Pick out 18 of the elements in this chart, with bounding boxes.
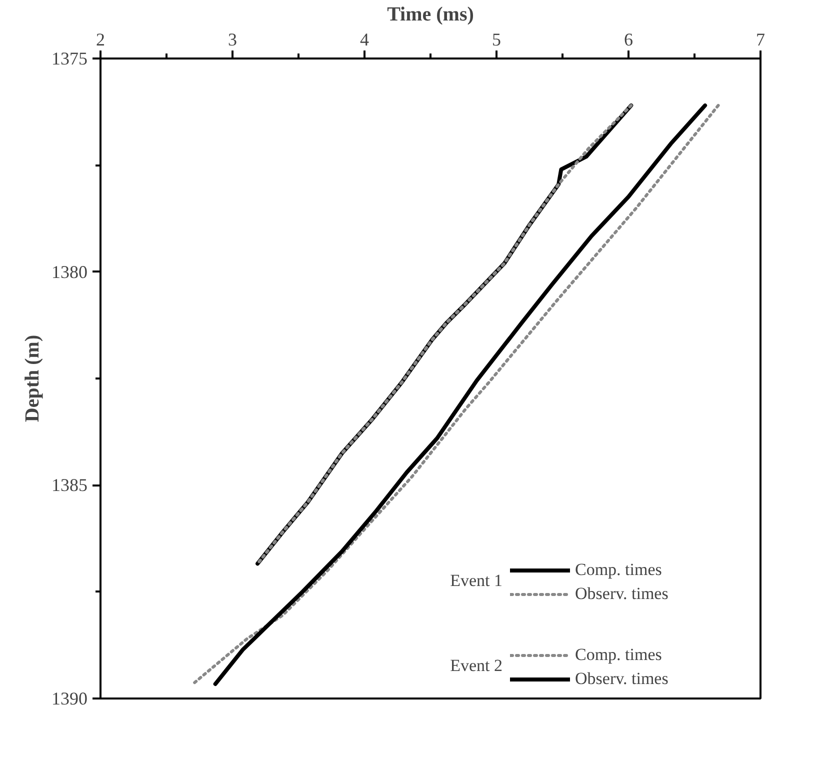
y-tick-label: 1390 — [52, 688, 88, 708]
annotation: Event 2 — [450, 656, 503, 675]
x-tick-label: 7 — [756, 30, 765, 50]
x-tick-label: 3 — [228, 30, 237, 50]
x-tick-label: 6 — [624, 30, 633, 50]
x-axis-title: Time (ms) — [387, 4, 474, 26]
annotation: Event 1 — [450, 571, 503, 590]
legend-label: Observ. times — [575, 669, 668, 689]
legend-label: Comp. times — [575, 645, 662, 665]
y-axis-title: Depth (m) — [22, 334, 44, 422]
legend-label: Observ. times — [575, 584, 668, 604]
y-tick-label: 1380 — [52, 262, 88, 282]
y-tick-label: 1385 — [52, 475, 88, 496]
legend-label: Comp. times — [575, 560, 662, 580]
x-tick-label: 5 — [492, 30, 501, 50]
x-tick-label: 4 — [360, 30, 369, 50]
y-tick-label: 1375 — [52, 48, 88, 68]
x-tick-label: 2 — [96, 30, 105, 50]
